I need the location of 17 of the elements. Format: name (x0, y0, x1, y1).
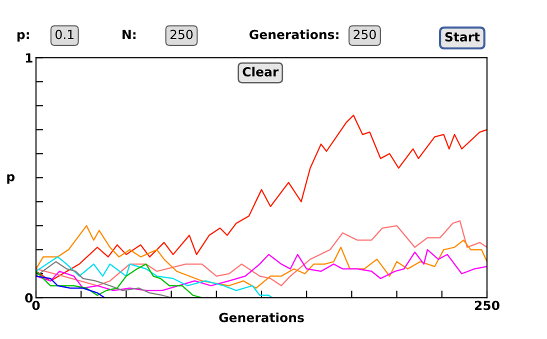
line-series (36, 261, 172, 298)
y-axis-title: p (7, 174, 15, 184)
text: Generations: (250, 30, 338, 40)
line-series (36, 263, 203, 298)
text: p: (17, 32, 29, 42)
line-series (36, 249, 487, 292)
y-tick-label: 1 (26, 53, 32, 62)
text: 0.1 (56, 30, 74, 40)
line-series (36, 256, 273, 298)
text: Start (445, 32, 480, 42)
text: 250 (354, 30, 376, 40)
x-axis-title: Generations (219, 312, 304, 322)
annotation: Clear (242, 66, 279, 77)
text: 250 (170, 30, 193, 40)
line-series (36, 114, 487, 282)
text: N: (122, 30, 136, 40)
line-series (36, 275, 106, 298)
